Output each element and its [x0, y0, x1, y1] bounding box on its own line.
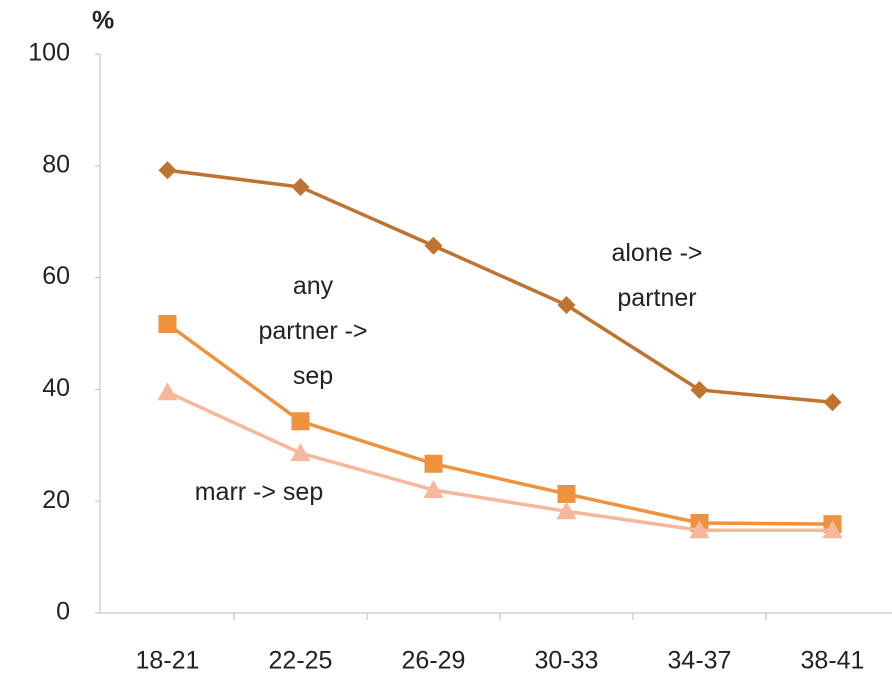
- series-line: [166, 390, 833, 533]
- marker: [158, 161, 177, 180]
- y-tick-label: 0: [56, 598, 70, 626]
- series-label: any partner -> sep: [258, 272, 368, 390]
- y-tick-label: 80: [42, 150, 70, 178]
- x-tick-label: 38-41: [801, 647, 865, 675]
- y-unit: %: [92, 7, 114, 35]
- marker: [557, 484, 576, 503]
- x-tick-label: 34-37: [668, 647, 732, 675]
- series-label: alone -> partner: [611, 239, 703, 312]
- series-label: marr -> sep: [194, 478, 324, 506]
- marker: [822, 520, 843, 539]
- marker: [556, 501, 577, 520]
- y-tick-label: 100: [28, 39, 70, 67]
- series-line: [166, 322, 833, 526]
- marker: [690, 380, 709, 399]
- marker: [157, 382, 178, 401]
- x-tick-label: 18-21: [136, 647, 200, 675]
- marker: [424, 454, 443, 473]
- marker: [424, 236, 443, 255]
- y-tick-label: 20: [42, 486, 70, 514]
- marker: [291, 178, 310, 197]
- marker: [689, 520, 710, 539]
- series-line: [167, 168, 833, 404]
- marker: [557, 295, 576, 314]
- marker: [823, 393, 842, 412]
- marker: [291, 412, 310, 431]
- marker: [158, 314, 177, 333]
- y-tick-label: 40: [42, 374, 70, 402]
- x-tick-label: 22-25: [269, 647, 333, 675]
- marker: [290, 443, 311, 462]
- x-tick-label: 26-29: [402, 647, 466, 675]
- marker: [423, 480, 444, 499]
- y-tick-label: 60: [42, 262, 70, 290]
- x-tick-label: 30-33: [535, 647, 599, 675]
